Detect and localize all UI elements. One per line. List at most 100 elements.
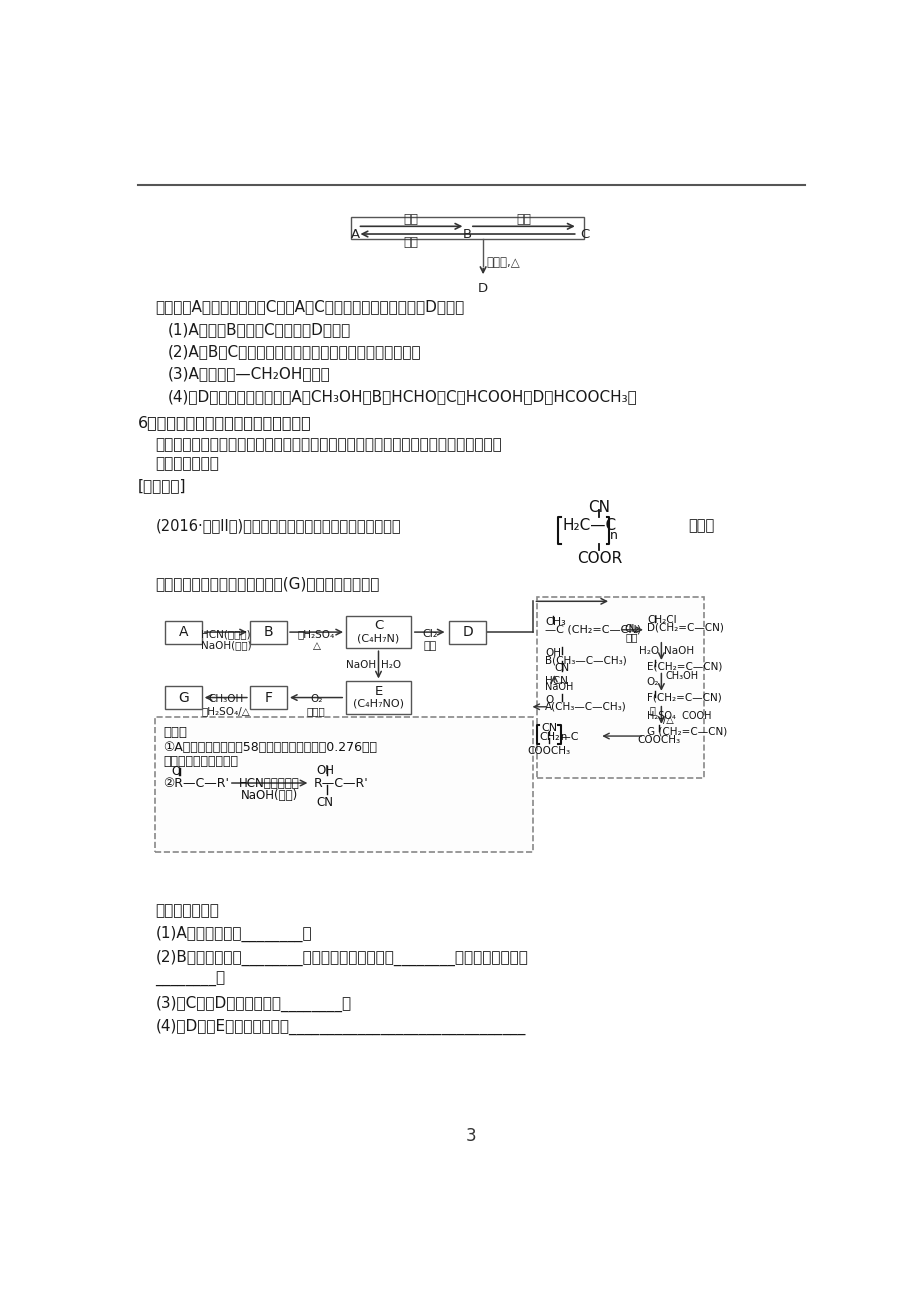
Text: 3: 3 [466,1128,476,1144]
Text: 浓硫酸,△: 浓硫酸,△ [486,256,519,270]
Text: ②R—C—R': ②R—C—R' [163,777,229,790]
Bar [537,598,703,779]
Text: n: n [560,732,566,742]
Text: G (CH₂=C—CN): G (CH₂=C—CN) [647,727,727,736]
Text: 上图中，A能连续氧化生成C，且A、C在濃硫酸存在下加热生成D，则：: 上图中，A能连续氧化生成C，且A、C在濃硫酸存在下加热生成D，则： [155,298,464,314]
Text: COOR: COOR [576,551,621,566]
Text: C: C [579,228,588,241]
Bar [165,621,201,643]
Text: 具有胶黏性。某种汰基丙烯酸酯(G)的合成路线如下：: 具有胶黏性。某种汰基丙烯酸酯(G)的合成路线如下： [155,575,380,591]
Text: B(CH₃—C—CH₃): B(CH₃—C—CH₃) [545,655,626,665]
Text: n: n [609,529,618,542]
Text: 浓: 浓 [649,706,655,715]
Text: O: O [172,766,181,779]
Text: (2)A、B、C三种物质中碳原子数相同，碳骨架结构相同；: (2)A、B、C三种物质中碳原子数相同，碳骨架结构相同； [167,344,421,359]
Text: 光照: 光照 [423,641,436,651]
Text: 催化剂: 催化剂 [306,706,325,716]
Text: /△: /△ [663,715,673,725]
Text: 磁共振氢谱显示为单峰: 磁共振氢谱显示为单峰 [163,755,238,768]
Text: NaOH: NaOH [346,660,376,669]
Text: A: A [350,228,359,241]
Text: CH₃: CH₃ [545,617,565,626]
Text: CN: CN [588,500,609,514]
Text: COOCH₃: COOCH₃ [637,734,680,745]
Text: ①A的相对分子质量为58，氧元素质量分数为0.276，核: ①A的相对分子质量为58，氧元素质量分数为0.276，核 [163,741,377,754]
Text: B: B [462,228,471,241]
Text: (3)A分子中含—CH₂OH结构；: (3)A分子中含—CH₂OH结构； [167,366,330,381]
Text: OH: OH [545,647,561,658]
Bar [351,217,584,238]
Text: ________。: ________。 [155,973,225,987]
Bar [448,621,486,643]
Text: H₂O: H₂O [638,646,658,656]
Text: O₂: O₂ [310,694,322,704]
Text: A: A [178,625,187,639]
Text: 还原: 还原 [403,236,418,249]
Text: O₂: O₂ [646,677,658,687]
Text: CN: CN [540,723,557,733]
Text: (4)若D能发生銀镜反应，则A为CH₃OH，B为HCHO、C为HCOOH，D为HCOOCH₃。: (4)若D能发生銀镜反应，则A为CH₃OH，B为HCHO、C为HCOOH，D为H… [167,389,637,404]
Text: NaOH(微量): NaOH(微量) [241,789,298,802]
Text: (C₄H₇NO): (C₄H₇NO) [353,699,403,708]
Text: E: E [374,685,382,698]
Text: (3)由C生成D的反应类型为________。: (3)由C生成D的反应类型为________。 [155,996,351,1012]
Text: 6．根据核磁共振氢谱推断有机物的结构: 6．根据核磁共振氢谱推断有机物的结构 [138,415,312,430]
Text: H₂SO₄  COOH: H₂SO₄ COOH [647,711,711,721]
Text: HCN: HCN [545,676,567,686]
Text: CH₃OH: CH₃OH [664,671,698,681]
Text: 回答下列问题：: 回答下列问题： [155,904,219,918]
Text: F: F [264,690,272,704]
Text: 已知：: 已知： [163,727,187,740]
Text: (1)A为醇、B为醇、C为罧酸、D为酯；: (1)A为醇、B为醇、C为罧酸、D为酯； [167,322,350,337]
Text: ，从而: ，从而 [687,518,714,533]
Text: —C (CH₂=C—CN): —C (CH₂=C—CN) [545,625,641,634]
Text: 氧化: 氧化 [516,214,530,227]
Text: (4)由D生成E的化学方程式为_______________________________: (4)由D生成E的化学方程式为_________________________… [155,1018,525,1035]
Text: NaOH(微量): NaOH(微量) [200,641,251,651]
Bar [155,717,533,852]
Text: (C₄H₇N): (C₄H₇N) [357,633,399,643]
Text: D(CH₂=C—CN): D(CH₂=C—CN) [647,622,723,633]
Text: R—C—R': R—C—R' [313,777,369,790]
Text: △: △ [312,641,320,651]
Text: (2)B的结构简式为________，其核磁共振氢谱显示________组峰，峰面积比为: (2)B的结构简式为________，其核磁共振氢谱显示________组峰，峰… [155,949,528,966]
Text: 有机物的分子中有几种氢原子，在核磁共振氢谱中就出现几种峰，峰面积的大小和氢原: 有机物的分子中有几种氢原子，在核磁共振氢谱中就出现几种峰，峰面积的大小和氢原 [155,437,502,452]
Text: D: D [461,625,472,639]
Text: D: D [478,281,488,294]
Text: 子个数成正比。: 子个数成正比。 [155,457,219,471]
Bar [165,686,201,710]
Text: HCN（水溶液）: HCN（水溶液） [239,777,300,790]
Text: CN: CN [554,663,569,673]
Text: 氧化: 氧化 [403,214,418,227]
Bar [346,681,411,713]
Text: O: O [545,695,552,706]
Text: (2016·全国II卷)汰基丙烯酸酯在碱性条件下能快速聚合为: (2016·全国II卷)汰基丙烯酸酯在碱性条件下能快速聚合为 [155,518,401,533]
Text: H₂O: H₂O [380,660,401,669]
Text: NaOH: NaOH [545,682,573,693]
Text: CH₂Cl: CH₂Cl [647,615,676,625]
Text: COOCH₃: COOCH₃ [527,746,570,756]
Text: G: G [177,690,188,704]
Text: (1)A的化学名称为________。: (1)A的化学名称为________。 [155,926,312,943]
Text: 浓H₂SO₄: 浓H₂SO₄ [298,629,335,639]
Text: CH₃OH: CH₃OH [208,694,244,704]
Text: 浓H₂SO₄/△: 浓H₂SO₄/△ [201,706,250,716]
Text: B: B [264,625,273,639]
Text: CN: CN [316,796,334,809]
Text: F(CH₂=C—CN): F(CH₂=C—CN) [647,693,721,702]
Text: OH: OH [316,764,334,777]
Text: CH₂—C: CH₂—C [539,732,579,742]
Text: HCN(水溶液): HCN(水溶液) [200,629,250,639]
Text: [典例导航]: [典例导航] [138,478,187,493]
Text: A(CH₃—C—CH₃): A(CH₃—C—CH₃) [545,702,626,711]
Text: 光照: 光照 [625,631,638,642]
Text: E(CH₂=C—CN): E(CH₂=C—CN) [647,661,722,672]
Bar [250,686,287,710]
Text: NaOH: NaOH [663,646,693,656]
Bar [250,621,287,643]
Bar [346,616,411,648]
Text: Cl₂: Cl₂ [624,625,639,634]
Text: C: C [373,620,382,633]
Text: Cl₂: Cl₂ [422,629,437,639]
Text: H₂C—C: H₂C—C [562,518,616,533]
